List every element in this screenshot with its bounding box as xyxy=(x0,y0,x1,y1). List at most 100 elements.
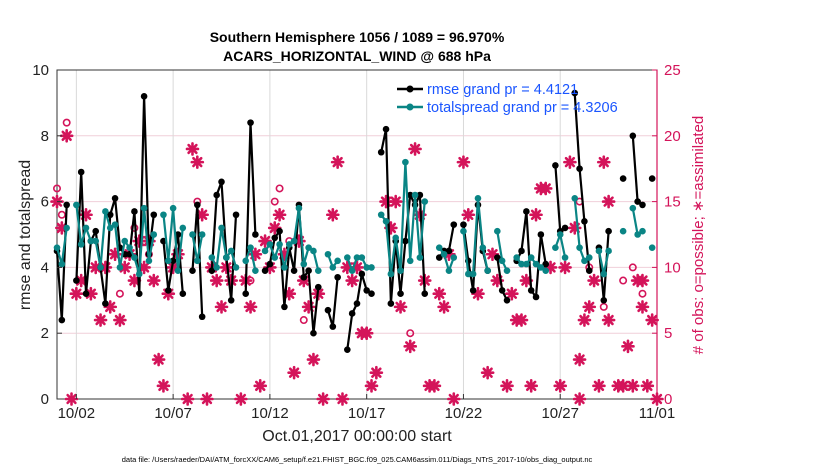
data-point-rmse xyxy=(561,224,569,232)
obs-assimilated-marker-stroke xyxy=(559,262,571,273)
obs-assimilated-marker-stroke xyxy=(114,314,126,326)
data-point-rmse xyxy=(576,165,583,172)
legend-totalspread-marker xyxy=(406,103,414,111)
obs-assimilated-marker-stroke xyxy=(646,314,658,326)
obs-assimilated-marker-stroke xyxy=(463,209,474,220)
obs-assimilated-marker-stroke xyxy=(85,288,97,299)
data-point-rmse xyxy=(102,300,109,307)
data-point-totalspread xyxy=(358,254,366,261)
obs-assimilated-marker xyxy=(272,207,287,222)
data-point-totalspread xyxy=(460,227,467,235)
obs-assimilated-marker xyxy=(645,313,659,327)
obs-assimilated-marker xyxy=(403,339,418,354)
data-point-rmse xyxy=(348,310,356,317)
data-point-totalspread xyxy=(247,244,254,251)
data-point-totalspread xyxy=(102,208,109,215)
obs-assimilated-marker-stroke xyxy=(308,354,319,365)
obs-assimilated-marker-stroke xyxy=(555,380,566,392)
obs-assimilated-marker xyxy=(69,286,84,301)
obs-assimilated-marker xyxy=(388,194,403,209)
data-point-rmse xyxy=(387,300,395,307)
data-point-rmse xyxy=(77,168,85,176)
data-point-totalspread xyxy=(300,260,308,268)
obs-assimilated-marker-stroke xyxy=(521,275,532,286)
data-point-rmse xyxy=(629,132,637,140)
data-point-rmse xyxy=(445,247,453,255)
obs-assimilated-marker xyxy=(369,365,384,380)
obs-assimilated-marker xyxy=(543,260,558,275)
data-point-totalspread xyxy=(523,260,530,268)
obs-assimilated-marker xyxy=(635,300,650,314)
obs-assimilated-marker-stroke xyxy=(148,275,159,286)
obs-assimilated-marker-stroke xyxy=(438,301,450,313)
data-point-rmse xyxy=(63,201,70,209)
obs-assimilated-marker xyxy=(243,300,258,314)
data-point-totalspread xyxy=(213,264,220,271)
y-tick-label: 2 xyxy=(41,325,49,342)
obs-assimilated-marker xyxy=(563,155,577,169)
data-point-rmse xyxy=(552,162,559,169)
data-point-totalspread xyxy=(416,254,424,261)
obs-assimilated-marker-stroke xyxy=(158,380,169,392)
y-tick-label: 10 xyxy=(32,62,49,79)
data-point-rmse xyxy=(305,267,312,274)
x-axis-label: Oct.01,2017 00:00:00 start xyxy=(262,428,452,445)
obs-assimilated-marker-stroke xyxy=(66,393,77,405)
obs-assimilated-marker-stroke xyxy=(235,393,247,405)
obs-assimilated-marker-stroke xyxy=(196,209,208,220)
obs-assimilated-marker-stroke xyxy=(472,288,484,299)
data-point-rmse xyxy=(179,290,187,298)
obs-assimilated-marker xyxy=(64,392,79,406)
data-point-rmse xyxy=(416,191,424,199)
obs-assimilated-marker xyxy=(587,273,601,288)
obs-assimilated-marker-stroke xyxy=(95,314,106,326)
data-point-totalspread xyxy=(571,195,579,202)
data-point-rmse xyxy=(450,221,458,228)
obs-assimilated-marker xyxy=(127,273,142,288)
legend-rmse-marker xyxy=(406,85,414,93)
data-point-totalspread xyxy=(174,267,182,274)
obs-assimilated-marker-stroke xyxy=(637,301,648,313)
data-point-totalspread xyxy=(116,264,124,271)
data-point-rmse xyxy=(271,234,279,242)
data-point-totalspread xyxy=(494,227,501,235)
data-point-totalspread xyxy=(261,247,269,255)
data-point-rmse xyxy=(300,273,308,281)
series-line-rmse xyxy=(326,277,339,328)
obs-assimilated-marker-stroke xyxy=(192,156,203,168)
obs-assimilated-marker xyxy=(480,365,495,380)
data-point-rmse xyxy=(261,267,269,274)
data-point-totalspread xyxy=(595,247,603,255)
data-point-totalspread xyxy=(532,260,540,268)
data-point-totalspread xyxy=(639,227,646,235)
data-point-totalspread xyxy=(348,267,356,274)
obs-assimilated-marker xyxy=(151,352,166,367)
obs-assimilated-marker-stroke xyxy=(71,288,82,299)
obs-possible-marker xyxy=(62,118,71,127)
data-point-rmse xyxy=(218,178,225,186)
data-point-totalspread xyxy=(82,224,90,232)
data-point-totalspread xyxy=(576,244,583,251)
y-tick-label: 0 xyxy=(41,391,49,408)
obs-assimilated-marker xyxy=(190,155,205,169)
data-point-totalspread xyxy=(87,237,95,245)
obs-assimilated-marker-stroke xyxy=(429,380,440,392)
data-point-totalspread xyxy=(53,244,61,251)
obs-assimilated-marker-stroke xyxy=(269,222,280,234)
data-point-rmse xyxy=(324,306,332,314)
obs-assimilated-marker xyxy=(572,392,587,406)
data-point-totalspread xyxy=(324,250,332,258)
data-point-rmse xyxy=(377,148,385,156)
data-point-totalspread xyxy=(218,224,225,232)
data-point-totalspread xyxy=(542,267,550,274)
obs-assimilated-marker xyxy=(514,313,529,327)
data-point-totalspread xyxy=(469,270,477,278)
chart-title-line-2: ACARS_HORIZONTAL_WIND @ 688 hPa xyxy=(223,48,491,64)
obs-assimilated-marker xyxy=(558,260,572,275)
data-point-rmse xyxy=(266,260,274,268)
data-point-rmse xyxy=(353,300,361,307)
data-point-totalspread xyxy=(106,224,114,232)
obs-assimilated-marker xyxy=(306,352,321,367)
data-point-rmse xyxy=(252,231,259,238)
